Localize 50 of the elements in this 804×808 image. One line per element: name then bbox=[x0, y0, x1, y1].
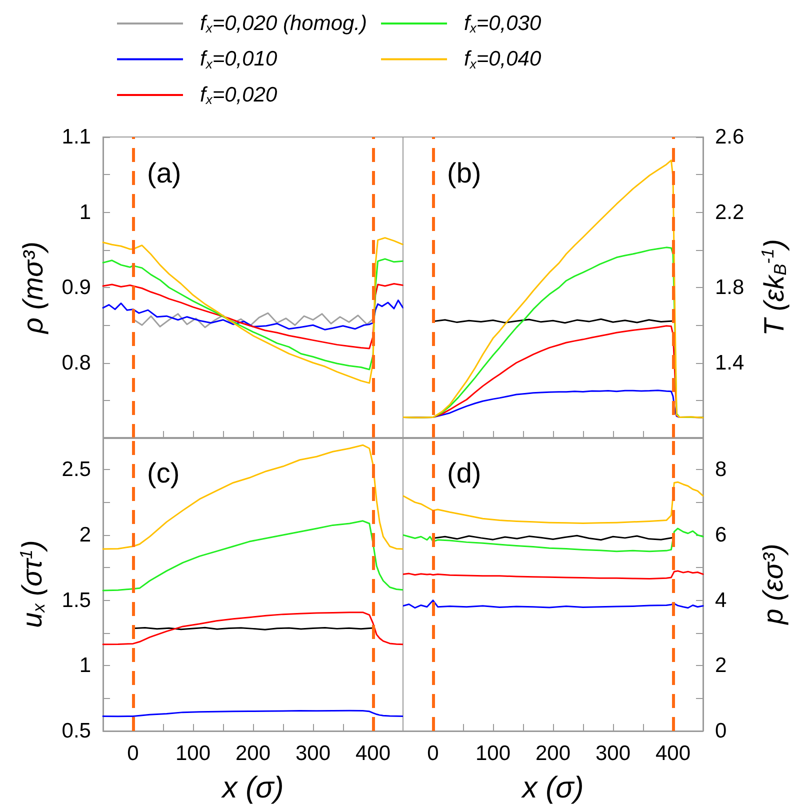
y-tick-label: 1.1 bbox=[62, 126, 91, 148]
x-axis-title: x (σ) bbox=[220, 772, 284, 804]
annotation: (b) bbox=[447, 158, 482, 188]
annotation: (d) bbox=[447, 458, 482, 488]
y-tick-label: 8 bbox=[715, 458, 727, 482]
x-tick-label: 200 bbox=[535, 742, 571, 765]
y-tick-label: 0.5 bbox=[62, 720, 91, 742]
line-series bbox=[403, 600, 704, 609]
y-tick-label: 2 bbox=[79, 524, 91, 546]
y-tick-label: 1.5 bbox=[62, 588, 91, 612]
y-tick-label: 4 bbox=[715, 588, 727, 612]
line-series bbox=[403, 528, 704, 552]
line-series bbox=[102, 300, 404, 330]
line-series bbox=[102, 612, 403, 646]
y-tick-label: 2 bbox=[715, 654, 727, 678]
line-series bbox=[102, 282, 404, 350]
x-tick-label: 300 bbox=[595, 742, 631, 765]
y-tick-label: 1 bbox=[79, 200, 91, 224]
x-tick-label: 400 bbox=[355, 742, 391, 765]
y-tick-label: 1.8 bbox=[715, 276, 744, 299]
x-tick-label: 400 bbox=[655, 742, 691, 765]
y-axis-title: T (εkB-1) bbox=[758, 239, 790, 336]
x-tick-label: 100 bbox=[475, 742, 511, 765]
line-series bbox=[102, 258, 404, 370]
y-tick-label: 2.2 bbox=[715, 200, 744, 224]
y-axis-title: ux (στ1) bbox=[16, 540, 48, 628]
line-series bbox=[403, 570, 704, 580]
y-tick-label: 0.9 bbox=[62, 276, 91, 299]
y-tick-label: 1 bbox=[79, 654, 91, 678]
y-tick-label: 0.8 bbox=[62, 351, 91, 374]
y-tick-label: 6 bbox=[715, 524, 727, 546]
line-series bbox=[403, 160, 704, 418]
line-series bbox=[132, 312, 374, 328]
x-tick-label: 0 bbox=[427, 742, 439, 765]
x-tick-label: 100 bbox=[175, 742, 211, 765]
line-series bbox=[102, 520, 403, 592]
y-axis-title: p (εσ³) bbox=[758, 544, 788, 626]
x-tick-label: 200 bbox=[235, 742, 271, 765]
x-tick-label: 300 bbox=[295, 742, 331, 765]
y-tick-label: 2.5 bbox=[62, 458, 91, 482]
y-axis-title: ρ (mσ³) bbox=[18, 242, 48, 334]
line-series bbox=[102, 237, 404, 384]
line-series bbox=[102, 444, 403, 550]
y-tick-label: 0 bbox=[715, 720, 727, 742]
x-tick-label: 0 bbox=[127, 742, 139, 765]
x-axis-title: x (σ) bbox=[520, 772, 584, 804]
y-tick-label: 2.6 bbox=[715, 126, 744, 148]
annotation: (a) bbox=[147, 158, 182, 188]
annotation: (c) bbox=[147, 458, 180, 488]
y-tick-label: 1.4 bbox=[715, 351, 745, 374]
